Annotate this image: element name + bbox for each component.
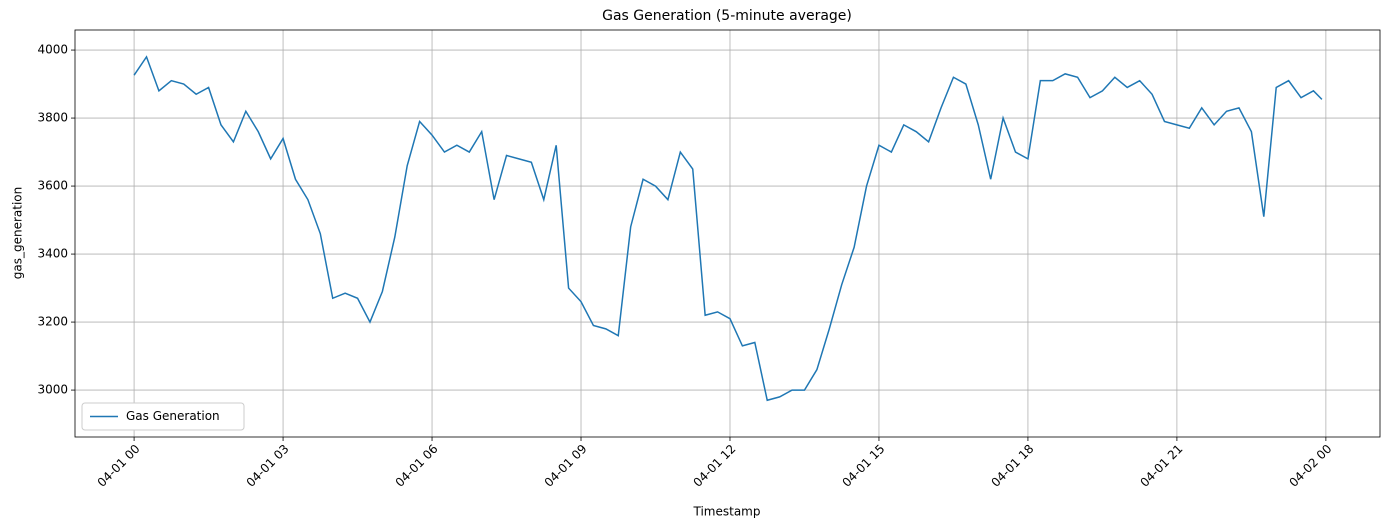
y-tick-label: 3800 — [37, 111, 68, 125]
x-tick-label: 04-01 18 — [988, 442, 1036, 490]
x-tick-label: 04-01 03 — [244, 442, 292, 490]
x-tick-label: 04-01 21 — [1137, 442, 1185, 490]
legend-label: Gas Generation — [126, 409, 220, 423]
x-tick-label: 04-01 09 — [542, 442, 590, 490]
x-tick-label: 04-01 12 — [691, 442, 739, 490]
chart-title: Gas Generation (5-minute average) — [602, 8, 852, 24]
legend-box — [81, 402, 245, 431]
y-tick-label: 3200 — [37, 315, 68, 329]
y-axis-label: gas_generation — [11, 187, 25, 279]
y-tick-label: 4000 — [37, 43, 68, 57]
x-tick-label: 04-01 15 — [840, 442, 888, 490]
x-tick-label: 04-02 00 — [1286, 442, 1334, 490]
y-tick-label: 3000 — [37, 383, 68, 397]
plot-frame — [74, 29, 1381, 438]
x-tick-label: 04-01 06 — [393, 442, 441, 490]
line-series — [133, 55, 1323, 402]
y-tick-label: 3600 — [37, 179, 68, 193]
x-axis-label: Timestamp — [693, 505, 761, 519]
y-tick-label: 3400 — [37, 247, 68, 261]
x-tick-label: 04-01 00 — [95, 442, 143, 490]
